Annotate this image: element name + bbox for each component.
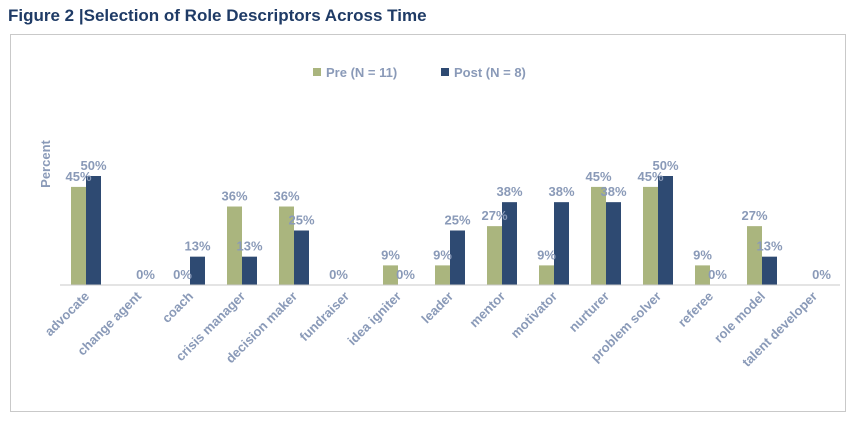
value-label-post-advocate: 50% bbox=[80, 158, 106, 173]
bar-post-mentor bbox=[502, 202, 517, 285]
bar-pre-decision-maker bbox=[279, 206, 294, 285]
value-label-post-talent-developer: 0% bbox=[812, 267, 831, 282]
legend-swatch-2 bbox=[441, 68, 449, 76]
bar-pre-referee bbox=[695, 265, 710, 285]
value-label-post-role-model: 13% bbox=[756, 239, 782, 254]
legend-label-1: Pre (N = 11) bbox=[326, 65, 397, 80]
category-label-advocate: advocate bbox=[42, 289, 92, 339]
figure-title: Figure 2 |Selection of Role Descriptors … bbox=[8, 6, 427, 25]
value-label-pre-motivator: 9% bbox=[537, 247, 556, 262]
category-label-leader: leader bbox=[418, 289, 456, 327]
bar-post-advocate bbox=[86, 176, 101, 285]
value-label-pre-nurturer: 45% bbox=[585, 169, 611, 184]
bar-post-leader bbox=[450, 230, 465, 285]
value-label-pre-idea-igniter: 9% bbox=[381, 247, 400, 262]
bar-pre-role-model bbox=[747, 226, 762, 285]
value-label-pre-coach: 0% bbox=[173, 267, 192, 282]
category-label-idea-igniter: idea igniter bbox=[344, 289, 404, 349]
value-label-post-idea-igniter: 0% bbox=[396, 267, 415, 282]
category-label-role-model: role model bbox=[711, 289, 768, 346]
bar-post-decision-maker bbox=[294, 230, 309, 285]
value-label-pre-referee: 9% bbox=[693, 247, 712, 262]
value-label-post-nurturer: 38% bbox=[600, 184, 626, 199]
value-label-post-decision-maker: 25% bbox=[288, 213, 314, 228]
value-label-pre-problem-solver: 45% bbox=[637, 169, 663, 184]
bar-pre-crisis-manager bbox=[227, 206, 242, 285]
value-label-pre-role-model: 27% bbox=[741, 208, 767, 223]
bar-pre-leader bbox=[435, 265, 450, 285]
value-label-pre-advocate: 45% bbox=[65, 169, 91, 184]
value-label-pre-crisis-manager: 36% bbox=[221, 189, 247, 204]
value-labels-group: 45%50%0% 0%13%36%13%36%25%0%9%0%9%25% 27%3… bbox=[65, 158, 831, 282]
value-label-post-crisis-manager: 13% bbox=[236, 239, 262, 254]
value-label-pre-decision-maker: 36% bbox=[273, 189, 299, 204]
legend-swatch-1 bbox=[313, 68, 321, 76]
value-label-pre-mentor: 27% bbox=[481, 208, 507, 223]
category-label-motivator: motivator bbox=[508, 289, 560, 341]
value-label-post-problem-solver: 50% bbox=[652, 158, 678, 173]
bar-pre-mentor bbox=[487, 226, 502, 285]
bar-pre-problem-solver bbox=[643, 186, 658, 285]
value-label-pre-fundraiser: 0% bbox=[329, 267, 348, 282]
bar-post-nurturer bbox=[606, 202, 621, 285]
category-label-mentor: mentor bbox=[466, 289, 508, 331]
value-label-pre-leader: 9% bbox=[433, 247, 452, 262]
bars-group bbox=[71, 176, 777, 285]
bar-post-coach bbox=[190, 256, 205, 285]
value-label-post-motivator: 38% bbox=[548, 184, 574, 199]
value-label-post-mentor: 38% bbox=[496, 184, 522, 199]
bar-post-role-model bbox=[762, 256, 777, 285]
category-label-nurturer: nurturer bbox=[566, 289, 612, 335]
category-label-coach: coach bbox=[159, 288, 196, 325]
bar-post-motivator bbox=[554, 202, 569, 285]
value-label-post-referee: 0% bbox=[708, 267, 727, 282]
bar-pre-idea-igniter bbox=[383, 265, 398, 285]
value-label-post-change-agent: 0% bbox=[136, 267, 155, 282]
y-axis-label: Percent bbox=[38, 139, 53, 187]
legend-label-2: Post (N = 8) bbox=[454, 65, 526, 80]
bar-pre-advocate bbox=[71, 186, 86, 285]
category-label-referee: referee bbox=[675, 289, 716, 330]
legend: Pre (N = 11) Post (N = 8) bbox=[313, 65, 526, 80]
chart-frame bbox=[10, 34, 846, 412]
value-label-post-coach: 13% bbox=[184, 239, 210, 254]
bar-pre-nurturer bbox=[591, 186, 606, 285]
bar-post-crisis-manager bbox=[242, 256, 257, 285]
category-label-fundraiser: fundraiser bbox=[297, 289, 353, 345]
value-label-post-leader: 25% bbox=[444, 213, 470, 228]
bar-pre-motivator bbox=[539, 265, 554, 285]
bar-post-problem-solver bbox=[658, 176, 673, 285]
